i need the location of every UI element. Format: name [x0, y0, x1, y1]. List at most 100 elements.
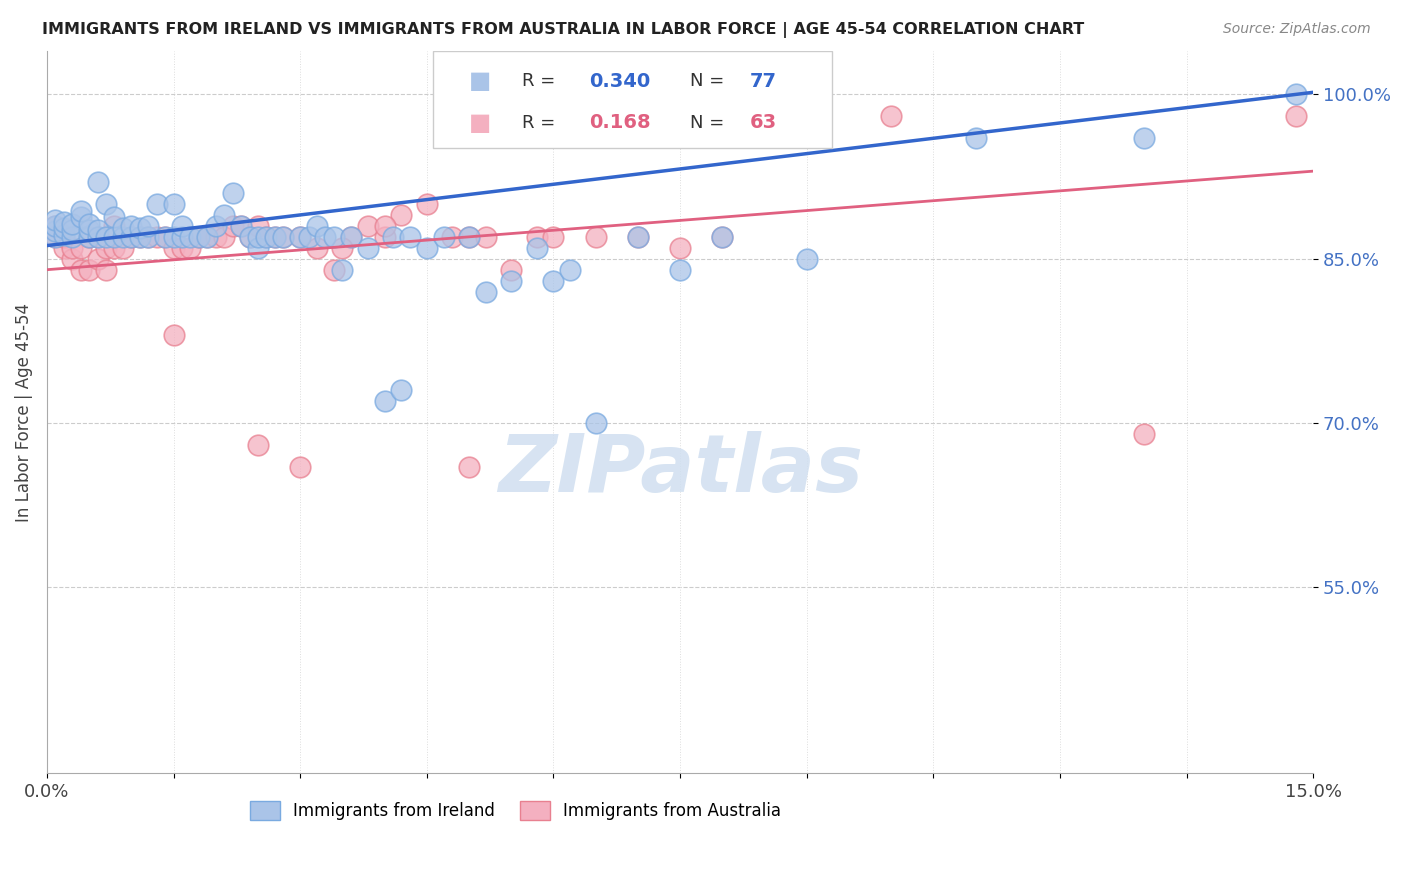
- Point: [128, 221, 150, 235]
- Text: ■: ■: [468, 111, 491, 135]
- Point: [332, 241, 354, 255]
- Point: [212, 208, 235, 222]
- Point: [94, 197, 117, 211]
- Point: [475, 230, 498, 244]
- Point: [323, 230, 346, 244]
- Point: [120, 230, 142, 244]
- Point: [120, 230, 142, 244]
- Point: [332, 262, 354, 277]
- Point: [288, 230, 311, 244]
- Point: [77, 230, 100, 244]
- Point: [669, 262, 692, 277]
- Point: [441, 230, 464, 244]
- FancyBboxPatch shape: [433, 51, 832, 148]
- Point: [103, 230, 125, 244]
- Point: [526, 230, 548, 244]
- Point: [880, 109, 903, 123]
- Point: [86, 230, 108, 244]
- Point: [60, 217, 83, 231]
- Point: [669, 241, 692, 255]
- Point: [475, 285, 498, 299]
- Point: [340, 230, 363, 244]
- Point: [69, 203, 91, 218]
- Point: [229, 219, 252, 233]
- Point: [627, 230, 650, 244]
- Point: [94, 262, 117, 277]
- Point: [246, 241, 269, 255]
- Point: [204, 230, 226, 244]
- Point: [458, 459, 481, 474]
- Text: Source: ZipAtlas.com: Source: ZipAtlas.com: [1223, 22, 1371, 37]
- Point: [170, 230, 193, 244]
- Point: [238, 230, 260, 244]
- Point: [585, 230, 607, 244]
- Point: [271, 230, 294, 244]
- Point: [212, 230, 235, 244]
- Point: [136, 219, 159, 233]
- Point: [254, 230, 277, 244]
- Point: [44, 230, 66, 244]
- Point: [52, 227, 75, 242]
- Point: [187, 230, 209, 244]
- Point: [187, 230, 209, 244]
- Point: [86, 252, 108, 266]
- Point: [357, 241, 380, 255]
- Point: [111, 241, 134, 255]
- Point: [246, 438, 269, 452]
- Point: [94, 230, 117, 244]
- Point: [204, 219, 226, 233]
- Text: R =: R =: [522, 72, 555, 90]
- Point: [162, 230, 184, 244]
- Point: [585, 416, 607, 430]
- Point: [60, 230, 83, 244]
- Point: [145, 230, 167, 244]
- Point: [238, 230, 260, 244]
- Point: [1133, 131, 1156, 145]
- Text: 0.168: 0.168: [589, 113, 651, 132]
- Point: [560, 262, 582, 277]
- Point: [458, 230, 481, 244]
- Point: [195, 230, 218, 244]
- Point: [103, 219, 125, 233]
- Point: [77, 262, 100, 277]
- Point: [86, 223, 108, 237]
- Point: [170, 241, 193, 255]
- Point: [305, 241, 328, 255]
- Point: [391, 383, 413, 397]
- Point: [297, 230, 319, 244]
- Point: [416, 241, 439, 255]
- Point: [315, 230, 337, 244]
- Point: [399, 230, 422, 244]
- Point: [52, 214, 75, 228]
- Point: [77, 217, 100, 231]
- Point: [458, 230, 481, 244]
- Point: [77, 230, 100, 244]
- Text: N =: N =: [690, 72, 724, 90]
- Point: [965, 131, 987, 145]
- Point: [170, 219, 193, 233]
- Legend: Immigrants from Ireland, Immigrants from Australia: Immigrants from Ireland, Immigrants from…: [243, 794, 787, 827]
- Point: [288, 459, 311, 474]
- Point: [382, 230, 405, 244]
- Point: [153, 230, 176, 244]
- Point: [103, 241, 125, 255]
- Point: [305, 219, 328, 233]
- Point: [69, 241, 91, 255]
- Point: [526, 241, 548, 255]
- Point: [357, 219, 380, 233]
- Point: [111, 221, 134, 235]
- Point: [391, 208, 413, 222]
- Point: [543, 230, 565, 244]
- Point: [111, 230, 134, 244]
- Point: [94, 241, 117, 255]
- Point: [153, 230, 176, 244]
- Point: [323, 262, 346, 277]
- Point: [60, 252, 83, 266]
- Text: ■: ■: [468, 70, 491, 93]
- Point: [433, 230, 456, 244]
- Point: [179, 241, 201, 255]
- Point: [86, 175, 108, 189]
- Text: 63: 63: [749, 113, 778, 132]
- Point: [136, 230, 159, 244]
- Point: [60, 241, 83, 255]
